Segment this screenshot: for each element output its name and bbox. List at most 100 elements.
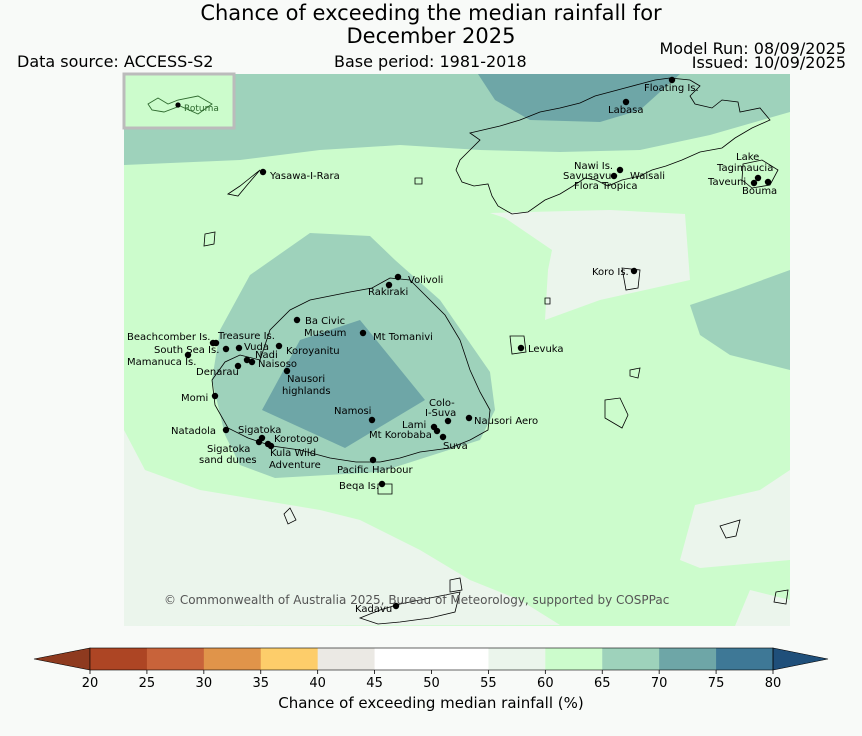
coast-vanua-levu <box>455 77 771 215</box>
place-label: Mamanuca Is. <box>127 357 196 368</box>
coast-islet-4 <box>773 589 789 605</box>
place-marker <box>283 367 291 375</box>
colorbar-bin <box>374 648 432 670</box>
place-label: Koroyanitu <box>286 346 340 357</box>
colorbar-tick-label: 80 <box>765 676 782 691</box>
place-marker <box>610 172 618 180</box>
place-label: Denarau <box>196 367 239 378</box>
colorbar-tick-label: 75 <box>708 676 725 691</box>
colorbar-bin <box>317 648 375 670</box>
place-label: Natadola <box>171 426 216 437</box>
colorbar-tick-label: 55 <box>480 676 497 691</box>
place-label: Lake <box>736 152 759 163</box>
colorbar-tick-label: 20 <box>82 676 99 691</box>
place-markers <box>184 76 772 610</box>
colorbar-bin <box>602 648 660 670</box>
place-label: Sigatoka <box>207 444 250 455</box>
place-label: Nausori Aero <box>474 416 538 427</box>
colorbar-bin <box>431 648 489 670</box>
place-marker <box>433 427 441 435</box>
colorbar-tick-label: 70 <box>651 676 668 691</box>
place-label: Beachcomber Is. <box>127 332 210 343</box>
colorbar-bin <box>260 648 319 670</box>
zone-70-75-vitilevu <box>262 320 425 448</box>
place-label: Lami <box>402 420 426 431</box>
coastlines <box>203 77 789 625</box>
colorbar-bin <box>203 648 262 670</box>
zone-55-60-southwest <box>124 430 560 626</box>
colorbar-bin <box>488 648 546 670</box>
place-marker <box>378 480 386 488</box>
coast-viti-levu <box>211 277 491 463</box>
place-label: Nausori <box>287 374 325 385</box>
colorbar-tick-label: 60 <box>537 676 554 691</box>
place-label: Flora Tropica <box>574 181 637 192</box>
place-label: Yasawa-I-Rara <box>269 171 340 182</box>
place-label: Floating Is. <box>644 83 699 94</box>
place-marker <box>439 433 447 441</box>
place-marker <box>444 417 452 425</box>
place-label: highlands <box>282 386 331 397</box>
zone-55-60-east <box>680 470 790 568</box>
place-label: Kula Wild <box>270 448 316 459</box>
place-label: Namosi <box>334 406 371 417</box>
coast-yasawa <box>226 169 261 197</box>
rotuma-inset: Rotuma <box>122 72 236 130</box>
coast-islet-6 <box>629 367 641 379</box>
place-label: Bouma <box>742 186 777 197</box>
place-label: Suva <box>443 441 468 452</box>
place-label: Adventure <box>269 460 321 471</box>
colorbar-tick-label: 30 <box>196 676 213 691</box>
place-label: Beqa Is. <box>339 481 379 492</box>
colorbar-tick-label: 25 <box>139 676 156 691</box>
coast-islet-7 <box>203 231 216 247</box>
place-marker <box>212 339 220 347</box>
colorbar-bin <box>146 648 205 670</box>
place-label: Nawi Is. <box>574 161 613 172</box>
place-marker <box>517 344 525 352</box>
place-marker <box>754 174 762 182</box>
coast-islet-1 <box>414 177 423 185</box>
place-label: Koro Is. <box>592 267 629 278</box>
place-marker <box>359 329 367 337</box>
place-marker <box>184 351 192 359</box>
place-label: Savusavu <box>563 171 611 182</box>
place-marker <box>616 166 624 174</box>
place-marker <box>630 267 638 275</box>
colorbar-bin <box>545 648 603 670</box>
colorbar: 20 25 30 35 40 45 50 55 60 65 70 75 80 Chance of exce… <box>33 647 829 712</box>
place-label: Museum <box>304 328 346 339</box>
place-label: Ba Civic <box>305 316 345 327</box>
model-run: Model Run: 08/09/2025 <box>659 39 847 58</box>
title-line-1: Chance of exceeding the median rainfall … <box>200 1 662 25</box>
map-title: Chance of exceeding the median rainfall … <box>0 2 862 48</box>
place-marker <box>243 356 251 364</box>
place-marker <box>764 178 772 186</box>
coast-beqa <box>377 483 393 495</box>
place-marker <box>255 438 263 446</box>
place-label: Sigatoka <box>238 425 281 436</box>
place-label: Pacific Harbour <box>337 465 414 476</box>
place-label: Kadavu <box>355 604 392 615</box>
place-label: Mt Korobaba <box>369 430 432 441</box>
place-marker <box>234 362 242 370</box>
place-label: Volivoli <box>408 275 443 286</box>
place-label: Momi <box>181 393 208 404</box>
zone-65-70-east <box>690 270 790 370</box>
colorbar-bin <box>659 648 717 670</box>
zone-70-75-north <box>478 74 680 122</box>
place-marker <box>385 281 393 289</box>
title-line-2: December 2025 <box>346 24 516 48</box>
place-label: Mt Tomanivi <box>373 332 433 343</box>
rotuma-island-shape <box>147 95 213 115</box>
place-label: Treasure Is. <box>217 331 275 342</box>
issued-date: Issued: 10/09/2025 <box>691 53 846 72</box>
coast-islet-2 <box>283 507 297 525</box>
coast-islet-5 <box>544 297 551 305</box>
coast-islet-3 <box>719 519 741 539</box>
colorbar-under-arrow <box>33 647 91 671</box>
rotuma-label: Rotuma <box>184 104 219 114</box>
place-marker <box>211 392 219 400</box>
rotuma-dot <box>175 102 181 108</box>
